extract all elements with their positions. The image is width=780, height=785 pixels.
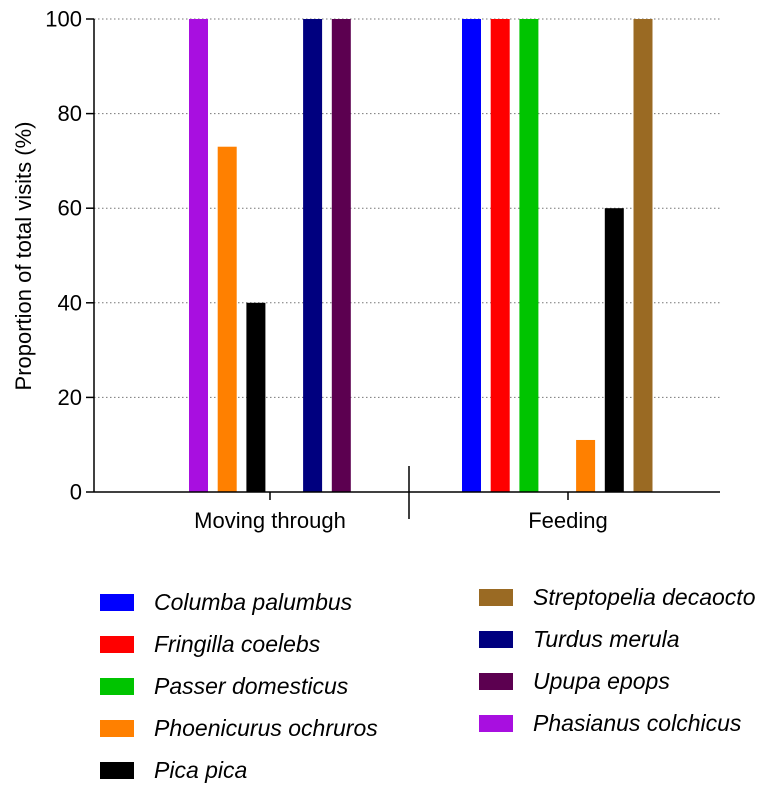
bar-phoenicurus-ochruros-moving-through — [217, 146, 237, 492]
y-tick-label: 60 — [58, 196, 82, 221]
bar-pica-pica-moving-through — [246, 302, 266, 492]
legend-item: Fringilla coelebs — [100, 629, 320, 659]
x-tick-label: Feeding — [528, 508, 608, 533]
legend-label: Columba palumbus — [154, 588, 353, 615]
legend-label: Fringilla coelebs — [154, 630, 321, 657]
axes — [86, 18, 720, 519]
y-tick-label: 80 — [58, 101, 82, 126]
legend-item: Phoenicurus ochruros — [100, 713, 378, 743]
legend-swatch — [479, 714, 513, 732]
legend-swatch — [100, 719, 134, 737]
legend-swatch — [100, 761, 134, 779]
legend-label: Phasianus colchicus — [533, 709, 742, 736]
legend-swatch — [100, 677, 134, 695]
y-tick-label: 20 — [58, 385, 82, 410]
legend-label: Streptopelia decaocto — [533, 583, 756, 610]
y-tick-label: 0 — [70, 480, 82, 505]
legend-item: Streptopelia decaocto — [479, 582, 756, 612]
y-tick-label: 40 — [58, 290, 82, 315]
y-axis-label: Proportion of total visits (%) — [11, 122, 36, 391]
legend-label: Upupa epops — [533, 667, 670, 694]
legend-item: Pica pica — [100, 755, 247, 785]
legend-item: Columba palumbus — [100, 587, 352, 617]
bar-columba-palumbus-feeding — [462, 19, 481, 492]
bar-fringilla-coelebs-feeding — [490, 19, 510, 492]
bar-upupa-epops-moving-through — [331, 19, 351, 492]
legend-label: Pica pica — [154, 756, 248, 783]
gridlines — [94, 18, 720, 398]
bar-phasianus-colchicus-moving-through — [189, 19, 208, 492]
legend-item: Upupa epops — [479, 666, 670, 696]
legend-swatch — [479, 672, 513, 690]
x-tick-labels: Moving through Feeding — [194, 508, 608, 533]
bar-chart: 0 20 40 60 80 100 Moving through Feeding Propo… — [11, 7, 720, 533]
y-tick-label: 100 — [45, 7, 82, 32]
bar-pica-pica-feeding — [604, 208, 624, 492]
legend-swatch — [479, 588, 513, 606]
bar-phoenicurus-ochruros-feeding — [576, 439, 596, 492]
bars — [189, 19, 653, 492]
bar-turdus-merula-moving-through — [303, 19, 323, 492]
legend-swatch — [100, 593, 134, 611]
legend-item: Passer domesticus — [100, 671, 348, 701]
bar-passer-domesticus-feeding — [519, 19, 539, 492]
legend-label: Phoenicurus ochruros — [154, 714, 378, 741]
x-tick-label: Moving through — [194, 508, 346, 533]
legend-label: Turdus merula — [533, 625, 680, 652]
y-tick-labels: 0 20 40 60 80 100 — [45, 7, 82, 505]
legend-swatch — [479, 630, 513, 648]
legend-item: Phasianus colchicus — [479, 708, 741, 738]
bar-streptopelia-decaocto-feeding — [633, 19, 653, 492]
legend-swatch — [100, 635, 134, 653]
legend-label: Passer domesticus — [154, 672, 349, 699]
legend-item: Turdus merula — [479, 624, 680, 654]
